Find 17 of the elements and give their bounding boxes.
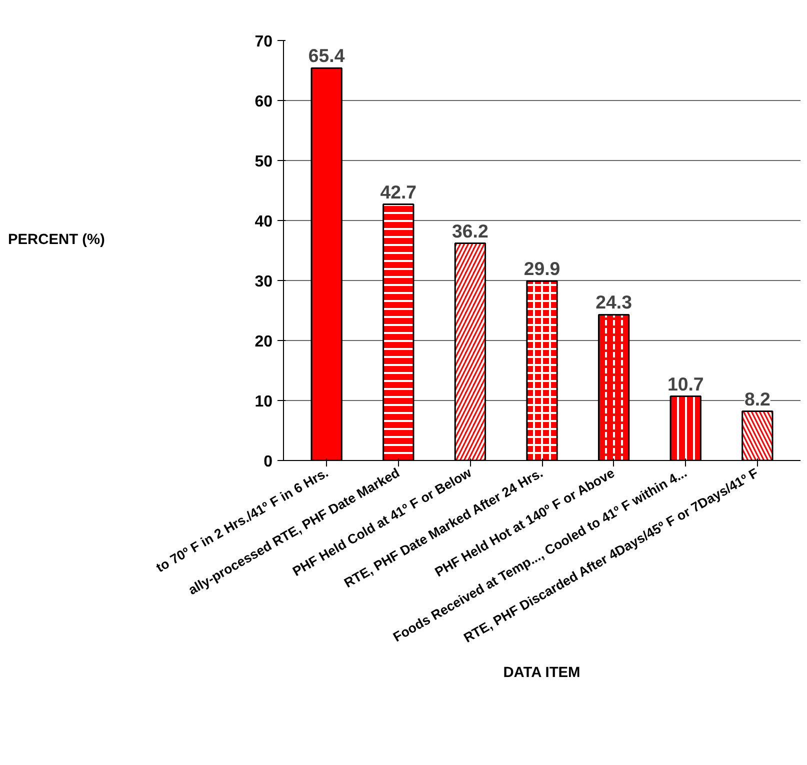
data-label: 10.7 bbox=[667, 373, 704, 394]
data-label: 24.3 bbox=[596, 292, 632, 313]
y-tick-label: 20 bbox=[254, 334, 273, 350]
data-label: 42.7 bbox=[380, 181, 417, 202]
data-label: 36.2 bbox=[452, 220, 488, 242]
y-axis-title: PERCENT (%) bbox=[8, 231, 105, 250]
y-tick-label: 10 bbox=[254, 394, 273, 410]
data-label: 29.9 bbox=[524, 258, 560, 280]
y-tick-label: 0 bbox=[264, 454, 273, 470]
y-tick-label: 70 bbox=[254, 34, 273, 50]
x-axis-title: DATA ITEM bbox=[503, 665, 580, 682]
y-tick-label: 40 bbox=[254, 214, 273, 230]
data-label: 8.2 bbox=[744, 388, 770, 410]
data-label: 65.4 bbox=[308, 45, 346, 66]
y-tick-label: 30 bbox=[254, 274, 273, 290]
y-tick-label: 50 bbox=[254, 154, 273, 170]
y-tick-label: 60 bbox=[254, 94, 273, 110]
